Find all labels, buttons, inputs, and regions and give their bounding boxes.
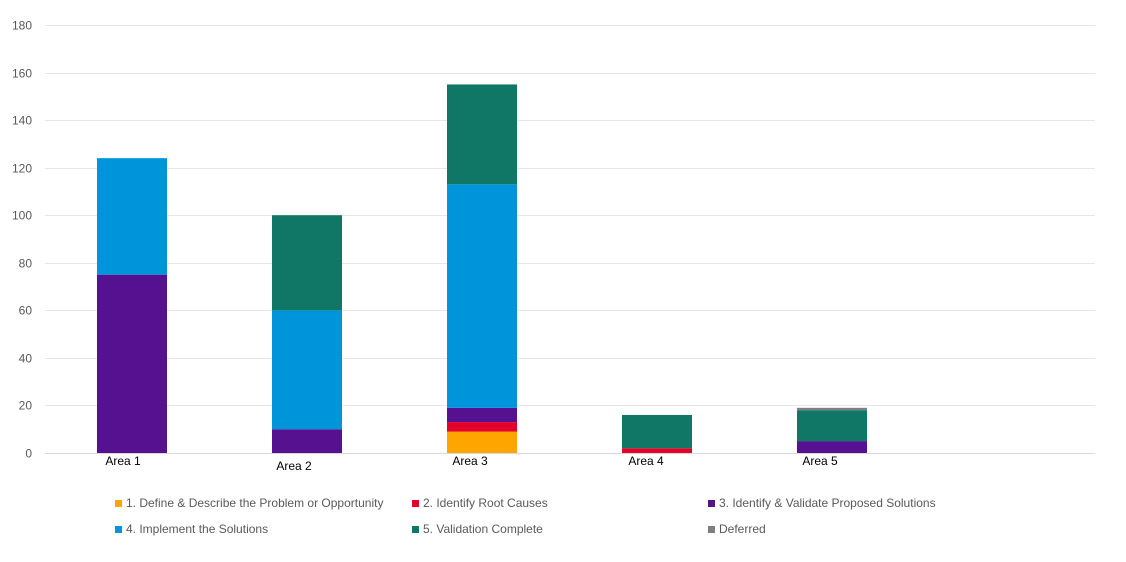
legend-swatch-4 (115, 525, 122, 533)
category-label-area-3: Area 3 (452, 454, 488, 468)
legend-label-1: 1. Define & Describe the Problem or Oppo… (126, 496, 384, 510)
bar-segment-area-3-series-2 (447, 422, 517, 432)
legend-label-4: 4. Implement the Solutions (126, 522, 269, 536)
bar-segment-area-3-series-5 (447, 84, 517, 185)
category-label-area-2: Area 2 (276, 459, 312, 473)
legend-label-6: Deferred (719, 522, 766, 536)
legend-item-5: 5. Validation Complete (412, 522, 543, 536)
y-tick-label-60: 60 (19, 304, 33, 318)
legend-swatch-6 (708, 525, 715, 533)
bar-segment-area-4-series-2 (622, 448, 692, 453)
bar-segment-area-2-series-4 (272, 310, 342, 430)
bar-segment-area-3-series-3 (447, 407, 517, 423)
bar-segment-area-3-series-4 (447, 184, 517, 408)
y-tick-label-120: 120 (12, 162, 32, 176)
category-label-area-1: Area 1 (105, 454, 141, 468)
bar-segment-area-2-series-3 (272, 429, 342, 453)
y-tick-label-40: 40 (19, 352, 33, 366)
bar-segment-area-1-series-4 (97, 158, 167, 275)
legend-item-6: Deferred (708, 522, 766, 536)
legend-item-1: 1. Define & Describe the Problem or Oppo… (115, 496, 383, 510)
bar-segment-area-1-series-3 (97, 274, 167, 453)
y-tick-label-180: 180 (12, 19, 32, 33)
y-tick-label-160: 160 (12, 67, 32, 81)
legend-swatch-1 (115, 499, 122, 507)
bars (97, 84, 867, 453)
legend-label-5: 5. Validation Complete (423, 522, 543, 536)
bar-segment-area-2-series-5 (272, 215, 342, 311)
bar-segment-area-4-series-5 (622, 414, 692, 449)
gridlines (45, 25, 1095, 454)
y-tick-label-0: 0 (25, 447, 32, 461)
bar-segment-area-3-series-1 (447, 431, 517, 453)
y-tick-label-140: 140 (12, 114, 32, 128)
legend-label-2: 2. Identify Root Causes (423, 496, 548, 510)
bar-segment-area-5-series-6 (797, 407, 867, 411)
y-tick-label-80: 80 (19, 257, 33, 271)
legend-swatch-3 (708, 499, 715, 507)
bar-segment-area-5-series-5 (797, 410, 867, 442)
legend-swatch-5 (412, 525, 419, 533)
legend-label-3: 3. Identify & Validate Proposed Solution… (719, 496, 936, 510)
y-axis-ticks: 0 20 40 60 80 100 120 140 160 180 (12, 19, 32, 461)
legend-item-3: 3. Identify & Validate Proposed Solution… (708, 496, 936, 510)
y-tick-label-20: 20 (19, 399, 33, 413)
legend-item-2: 2. Identify Root Causes (412, 496, 548, 510)
y-tick-label-100: 100 (12, 209, 32, 223)
category-labels: Area 1 Area 2 Area 3 Area 4 Area 5 (105, 454, 838, 473)
bar-segment-area-5-series-3 (797, 441, 867, 453)
category-label-area-5: Area 5 (802, 454, 838, 468)
legend-item-4: 4. Implement the Solutions (115, 522, 268, 536)
category-label-area-4: Area 4 (628, 454, 664, 468)
legend-swatch-2 (412, 499, 419, 507)
